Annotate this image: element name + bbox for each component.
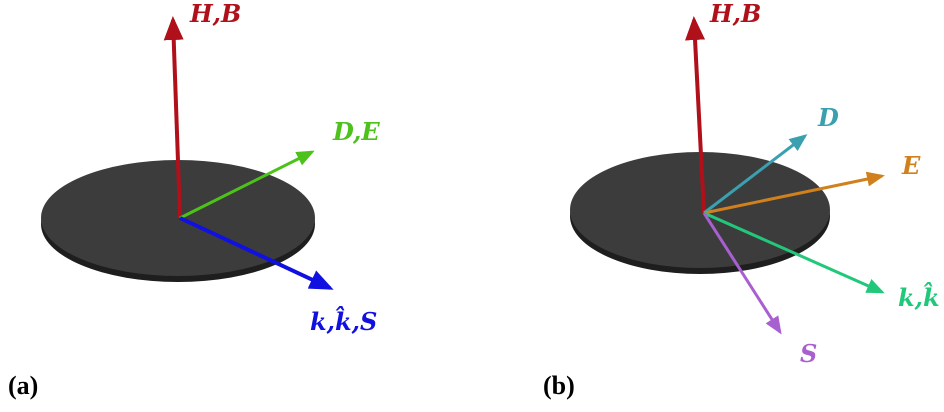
vector-label: k,k̂,S [310,306,377,336]
figure: H,B D,E k,k̂,S (a) H,B D E k,k̂ S (b) [0,0,944,412]
panel-b: H,B D E k,k̂ S (b) [543,0,940,400]
vector-label: D,E [332,117,380,146]
vector-label: k,k̂ [898,282,940,312]
panel-label: (a) [8,371,38,400]
vector-label: E [901,151,921,180]
vector-label: D [817,103,839,132]
vector-label: S [800,339,817,368]
vector-label: H,B [709,0,761,28]
panel-a: H,B D,E k,k̂,S (a) [8,0,380,400]
panel-label: (b) [543,371,575,400]
vector-label: H,B [189,0,241,28]
